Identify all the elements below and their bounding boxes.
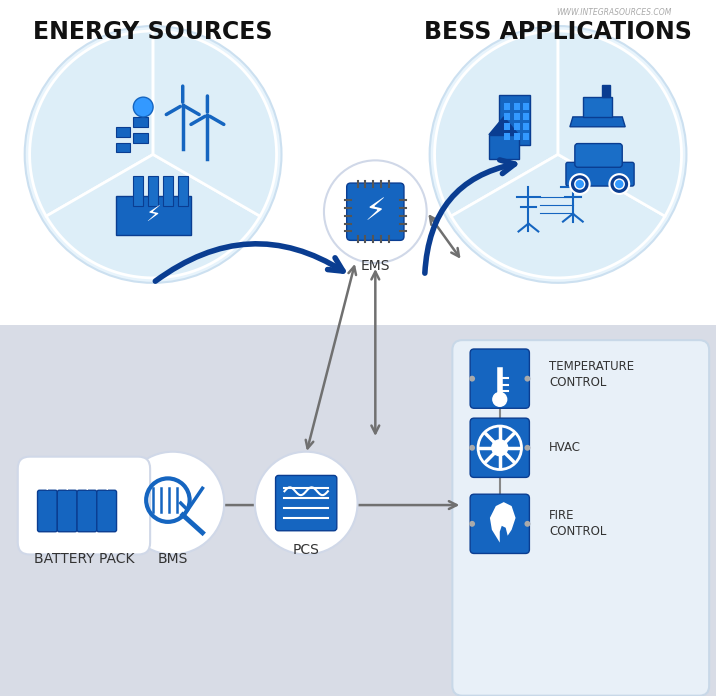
Circle shape — [570, 174, 589, 194]
FancyBboxPatch shape — [133, 133, 148, 143]
FancyBboxPatch shape — [38, 490, 57, 532]
Text: ENERGY SOURCES: ENERGY SOURCES — [33, 20, 273, 44]
Text: HVAC: HVAC — [549, 441, 581, 454]
Text: BESS APPLICATIONS: BESS APPLICATIONS — [424, 20, 692, 44]
FancyBboxPatch shape — [575, 144, 622, 167]
FancyBboxPatch shape — [504, 122, 510, 130]
FancyBboxPatch shape — [523, 122, 529, 130]
Circle shape — [524, 521, 531, 527]
FancyBboxPatch shape — [513, 103, 520, 110]
FancyBboxPatch shape — [452, 340, 709, 696]
FancyBboxPatch shape — [523, 133, 529, 139]
Text: −: − — [82, 529, 92, 542]
Text: +: + — [82, 480, 92, 493]
FancyBboxPatch shape — [504, 103, 510, 110]
FancyBboxPatch shape — [115, 143, 130, 153]
Circle shape — [430, 26, 687, 283]
FancyBboxPatch shape — [18, 456, 150, 554]
Circle shape — [524, 376, 531, 382]
FancyBboxPatch shape — [583, 97, 613, 117]
Circle shape — [493, 393, 507, 406]
Text: WWW.INTEGRASOURCES.COM: WWW.INTEGRASOURCES.COM — [556, 8, 671, 18]
FancyBboxPatch shape — [57, 490, 77, 532]
Circle shape — [614, 179, 624, 189]
FancyBboxPatch shape — [470, 418, 529, 477]
Circle shape — [254, 452, 357, 554]
Polygon shape — [153, 31, 276, 216]
FancyBboxPatch shape — [77, 490, 97, 532]
Circle shape — [575, 179, 584, 189]
FancyBboxPatch shape — [470, 494, 529, 554]
Text: PCS: PCS — [293, 542, 320, 556]
Polygon shape — [489, 117, 518, 134]
FancyBboxPatch shape — [133, 117, 148, 127]
FancyBboxPatch shape — [513, 133, 520, 139]
FancyBboxPatch shape — [347, 183, 404, 240]
Text: +: + — [62, 480, 72, 493]
FancyBboxPatch shape — [513, 113, 520, 120]
Polygon shape — [570, 117, 625, 127]
Circle shape — [524, 444, 531, 451]
Circle shape — [469, 521, 475, 527]
Polygon shape — [434, 31, 558, 216]
Circle shape — [469, 376, 475, 382]
FancyBboxPatch shape — [489, 134, 518, 160]
Text: ⚡: ⚡ — [365, 197, 386, 226]
FancyBboxPatch shape — [97, 490, 117, 532]
Polygon shape — [30, 31, 153, 216]
FancyBboxPatch shape — [499, 95, 531, 145]
FancyBboxPatch shape — [602, 85, 610, 97]
Circle shape — [324, 160, 427, 263]
FancyBboxPatch shape — [115, 127, 130, 136]
Circle shape — [25, 26, 281, 283]
FancyBboxPatch shape — [115, 196, 191, 235]
Circle shape — [492, 440, 507, 456]
FancyBboxPatch shape — [133, 176, 144, 206]
FancyBboxPatch shape — [148, 176, 158, 206]
Polygon shape — [490, 502, 515, 542]
FancyBboxPatch shape — [513, 122, 520, 130]
Polygon shape — [451, 155, 665, 278]
Text: BMS: BMS — [157, 552, 188, 566]
Text: −: − — [62, 529, 72, 542]
FancyBboxPatch shape — [504, 113, 510, 120]
Text: ⚡: ⚡ — [145, 206, 161, 225]
Text: TEMPERATURE
CONTROL: TEMPERATURE CONTROL — [549, 360, 634, 389]
FancyBboxPatch shape — [504, 133, 510, 139]
FancyBboxPatch shape — [178, 176, 188, 206]
Text: −: − — [102, 529, 112, 542]
Text: −: − — [42, 529, 53, 542]
FancyBboxPatch shape — [276, 475, 337, 531]
FancyBboxPatch shape — [0, 326, 716, 696]
Circle shape — [122, 452, 224, 554]
FancyBboxPatch shape — [470, 349, 529, 408]
Circle shape — [133, 97, 153, 117]
Text: BATTERY PACK: BATTERY PACK — [33, 552, 134, 566]
Text: EMS: EMS — [360, 259, 390, 273]
Text: +: + — [42, 480, 53, 493]
FancyBboxPatch shape — [0, 4, 716, 326]
FancyBboxPatch shape — [566, 162, 634, 186]
FancyBboxPatch shape — [523, 103, 529, 110]
Text: FIRE
CONTROL: FIRE CONTROL — [549, 510, 607, 538]
Circle shape — [610, 174, 629, 194]
FancyBboxPatch shape — [523, 113, 529, 120]
Circle shape — [469, 444, 475, 451]
Polygon shape — [46, 155, 260, 278]
Polygon shape — [558, 31, 682, 216]
Text: +: + — [102, 480, 112, 493]
FancyBboxPatch shape — [163, 176, 173, 206]
